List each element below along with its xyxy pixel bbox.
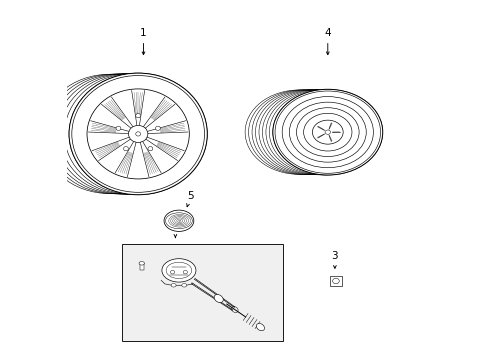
- Ellipse shape: [162, 259, 196, 282]
- Text: 1: 1: [140, 28, 146, 55]
- Bar: [329, 276, 341, 285]
- Text: 3: 3: [331, 251, 338, 268]
- Bar: [122, 244, 283, 341]
- Ellipse shape: [312, 120, 343, 144]
- Ellipse shape: [69, 73, 207, 195]
- Bar: [139, 263, 143, 270]
- Ellipse shape: [214, 294, 223, 302]
- Ellipse shape: [116, 126, 121, 130]
- Ellipse shape: [170, 270, 174, 274]
- Ellipse shape: [136, 113, 140, 118]
- Ellipse shape: [163, 210, 193, 231]
- Text: 2: 2: [172, 222, 178, 238]
- Ellipse shape: [325, 130, 330, 134]
- Ellipse shape: [155, 126, 160, 130]
- Ellipse shape: [139, 261, 144, 265]
- Ellipse shape: [183, 270, 187, 274]
- Ellipse shape: [128, 125, 147, 143]
- Ellipse shape: [182, 283, 186, 287]
- Text: 5: 5: [186, 191, 194, 207]
- Ellipse shape: [148, 147, 152, 151]
- Ellipse shape: [256, 324, 264, 331]
- Ellipse shape: [171, 283, 176, 287]
- Ellipse shape: [136, 132, 140, 136]
- Ellipse shape: [272, 89, 382, 175]
- Text: 4: 4: [324, 28, 330, 55]
- Ellipse shape: [123, 147, 128, 151]
